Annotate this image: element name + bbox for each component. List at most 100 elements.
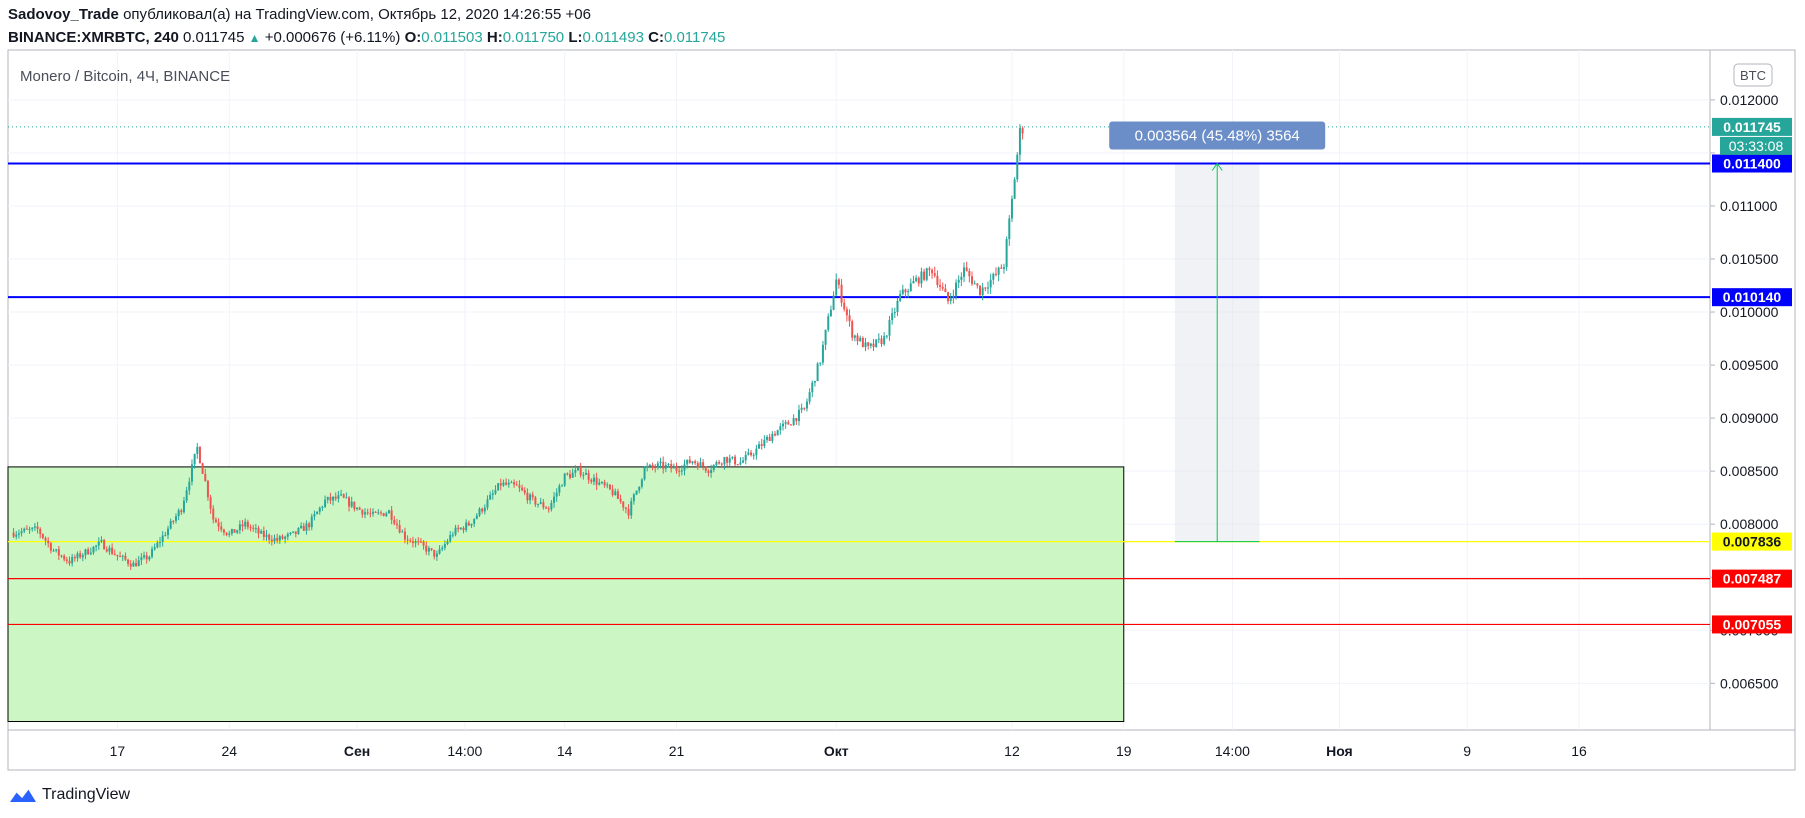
- candle-body: [483, 507, 486, 512]
- level-price-tag-resistance-1: [1712, 154, 1792, 173]
- candle-body: [329, 496, 332, 501]
- candle-body: [145, 555, 148, 560]
- candle-body: [965, 267, 968, 272]
- candle-body: [715, 461, 718, 465]
- candle-body: [640, 479, 643, 487]
- candle-body: [209, 497, 212, 509]
- candle-body: [635, 490, 638, 495]
- candle-body: [984, 287, 987, 289]
- candle-body: [542, 502, 545, 508]
- candle-body: [374, 511, 377, 513]
- x-tick-label: 14: [557, 743, 573, 759]
- candle-body: [510, 482, 513, 484]
- candle-body: [411, 541, 414, 544]
- candle-body: [944, 288, 947, 293]
- footer-brand[interactable]: TradingView: [8, 786, 130, 804]
- candle-body: [348, 497, 351, 507]
- candle-body: [41, 534, 44, 538]
- candle-body: [776, 430, 779, 436]
- candle-body: [198, 446, 201, 464]
- candle-body: [302, 525, 305, 531]
- candle-body: [105, 549, 108, 552]
- candle-body: [358, 507, 361, 510]
- accumulation-zone[interactable]: [7, 466, 1125, 723]
- candle-body: [925, 268, 928, 280]
- x-tick-label: 12: [1004, 743, 1020, 759]
- level-price-label: 0.007836: [1723, 534, 1782, 550]
- candle-body: [672, 466, 675, 469]
- candle-body: [65, 559, 68, 561]
- candle-body: [704, 466, 707, 471]
- candle-body: [228, 533, 231, 535]
- candle-body: [174, 516, 177, 521]
- y-tick-label: 0.011000: [1720, 198, 1778, 214]
- candle-body: [531, 494, 534, 498]
- candle-body: [803, 407, 806, 409]
- candle-body: [734, 456, 737, 465]
- currency-button[interactable]: [1733, 63, 1773, 87]
- level-price-tag-resistance-2: [1712, 288, 1792, 307]
- candle-body: [95, 545, 98, 547]
- candle-body: [17, 533, 20, 535]
- candle-body: [797, 409, 800, 422]
- candle-body: [433, 549, 436, 557]
- candle-body: [1002, 267, 1005, 269]
- time-axis[interactable]: [7, 729, 1796, 771]
- candle-body: [377, 512, 380, 514]
- candle-body: [576, 468, 579, 471]
- publish-text: опубликовал(а) на TradingView.com, Октяб…: [123, 6, 591, 23]
- candle-body: [739, 462, 742, 465]
- candle-body: [859, 337, 862, 342]
- candle-body: [326, 496, 329, 500]
- candle-body: [92, 546, 95, 553]
- candle-body: [321, 506, 324, 508]
- author-name[interactable]: Sadovoy_Trade: [8, 6, 119, 23]
- candle-body: [143, 555, 146, 558]
- candle-body: [188, 481, 191, 491]
- candle-body: [39, 528, 42, 535]
- candle-body: [401, 531, 404, 533]
- candle-body: [257, 528, 260, 534]
- candle-body: [268, 534, 271, 540]
- candle-body: [986, 287, 989, 289]
- currency-button-label: BTC: [1740, 68, 1766, 83]
- candle-body: [880, 338, 883, 345]
- candle-body: [957, 279, 960, 283]
- candle-body: [835, 279, 838, 296]
- candle-body: [771, 433, 774, 442]
- candle-body: [534, 497, 537, 505]
- candle-body: [475, 515, 478, 519]
- candle-body: [286, 533, 289, 537]
- symbol-name: BINANCE:XMRBTC, 240: [8, 29, 179, 46]
- candle-body: [513, 482, 516, 485]
- candle-body: [603, 481, 606, 486]
- candle-body: [646, 466, 649, 468]
- candle-body: [789, 424, 792, 426]
- candle-body: [44, 537, 47, 541]
- candle-body: [449, 534, 452, 542]
- candle-body: [36, 526, 39, 529]
- candle-body: [185, 490, 188, 501]
- candle-body: [353, 501, 356, 510]
- y-tick-label: 0.010000: [1720, 304, 1779, 320]
- candle-body: [611, 489, 614, 496]
- publish-info: Sadovoy_Trade опубликовал(а) на TradingV…: [8, 6, 591, 23]
- candle-body: [246, 521, 249, 528]
- candle-body: [843, 302, 846, 310]
- candle-body: [33, 526, 36, 528]
- candle-body: [379, 512, 382, 514]
- candle-body: [230, 529, 233, 534]
- candle-body: [467, 522, 470, 526]
- candle-body: [758, 444, 761, 449]
- candle-body: [417, 541, 420, 543]
- candle-body: [190, 464, 193, 482]
- candle-body: [23, 528, 26, 532]
- measure-label-box[interactable]: [1109, 121, 1326, 150]
- candle-body: [1018, 128, 1021, 155]
- candle-body: [811, 382, 814, 393]
- candle-body: [60, 555, 63, 557]
- candle-body: [180, 510, 183, 513]
- candle-body: [1005, 239, 1008, 268]
- candle-body: [265, 534, 268, 537]
